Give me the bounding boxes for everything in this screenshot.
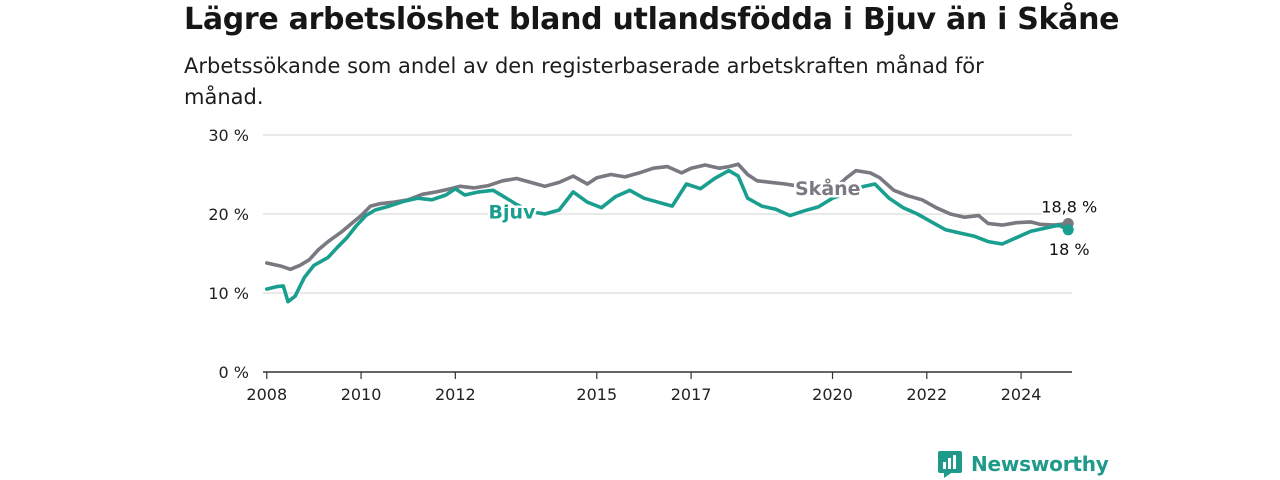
x-tick-label: 2010 <box>341 385 382 404</box>
end-value-label-skåne: 18,8 % <box>1041 197 1097 216</box>
x-tick-label: 2020 <box>812 385 853 404</box>
brand-name: Newsworthy <box>971 452 1109 476</box>
x-tick-label: 2012 <box>435 385 476 404</box>
x-tick-label: 2015 <box>576 385 617 404</box>
x-tick-label: 2008 <box>246 385 287 404</box>
newsworthy-logo-icon <box>938 451 962 478</box>
y-tick-label: 20 % <box>208 205 249 224</box>
y-tick-label: 10 % <box>208 284 249 303</box>
x-tick-label: 2024 <box>1001 385 1042 404</box>
x-tick-label: 2022 <box>906 385 947 404</box>
series-label-bjuv: Bjuv <box>488 202 536 224</box>
chart-subtitle: Arbetssökande som andel av den registerb… <box>184 54 984 109</box>
brand[interactable]: Newsworthy <box>937 449 1109 479</box>
chart-title: Lägre arbetslöshet bland utlandsfödda i … <box>184 2 1120 37</box>
series-line-bjuv <box>265 168 1070 304</box>
y-tick-label: 30 % <box>208 126 249 145</box>
x-tick-label: 2017 <box>671 385 712 404</box>
end-value-label-bjuv: 18 % <box>1049 240 1090 259</box>
series-label-skåne: Skåne <box>795 176 861 200</box>
y-tick-label: 0 % <box>219 363 249 382</box>
series-line-skåne <box>265 162 1070 272</box>
end-point-bjuv <box>1062 224 1074 236</box>
